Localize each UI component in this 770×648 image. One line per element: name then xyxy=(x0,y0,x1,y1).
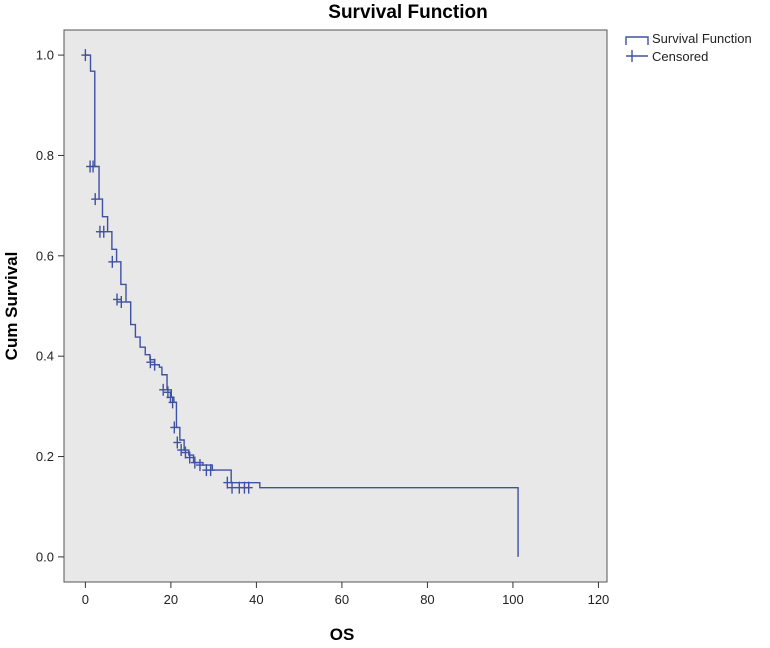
censored-mark xyxy=(206,464,215,477)
legend-label-censored: Censored xyxy=(652,49,708,64)
legend-step-icon xyxy=(625,36,649,45)
x-axis-label: OS xyxy=(330,625,355,644)
y-tick-label: 0.6 xyxy=(36,248,54,263)
censored-mark xyxy=(108,255,117,268)
x-tick-label: 0 xyxy=(82,592,89,607)
censored-mark xyxy=(185,451,194,464)
survival-function-line xyxy=(85,54,519,557)
censored-mark xyxy=(173,436,182,449)
y-axis-label: Cum Survival xyxy=(2,252,21,361)
censored-marks xyxy=(81,49,253,494)
censored-mark xyxy=(150,358,159,371)
y-tick-label: 0.8 xyxy=(36,148,54,163)
y-tick-label: 0.2 xyxy=(36,449,54,464)
censored-mark xyxy=(244,481,253,494)
y-tick-label: 1.0 xyxy=(36,48,54,63)
censored-mark xyxy=(81,49,90,62)
censored-mark xyxy=(181,446,190,459)
censored-mark xyxy=(195,459,204,472)
chart-title: Survival Function xyxy=(328,2,487,23)
x-tick-label: 20 xyxy=(164,592,178,607)
x-tick-label: 100 xyxy=(502,592,524,607)
y-tick-label: 0.4 xyxy=(36,349,54,364)
censored-mark xyxy=(99,225,108,238)
x-tick-label: 80 xyxy=(420,592,434,607)
censored-mark xyxy=(177,444,186,457)
censored-mark xyxy=(223,476,232,489)
x-tick-label: 60 xyxy=(335,592,349,607)
censored-mark xyxy=(89,160,98,173)
censored-mark xyxy=(228,481,237,494)
censored-mark xyxy=(170,421,179,434)
plot-area xyxy=(63,29,608,583)
y-tick-label: 0.0 xyxy=(36,549,54,564)
censored-mark xyxy=(113,293,122,306)
censored-mark xyxy=(159,383,168,396)
censored-mark xyxy=(117,295,126,308)
censored-mark xyxy=(146,356,155,369)
censored-mark xyxy=(168,396,177,409)
censored-mark xyxy=(190,456,199,469)
x-tick-label: 120 xyxy=(588,592,610,607)
legend-label-survival-function: Survival Function xyxy=(652,31,752,46)
x-axis-ticks: 0 20 40 60 80 100 120 xyxy=(82,582,610,607)
censored-mark xyxy=(91,193,100,206)
y-axis-ticks: 0.0 0.2 0.4 0.6 0.8 1.0 xyxy=(36,48,64,564)
legend: Survival Function Censored xyxy=(625,31,752,64)
x-tick-label: 40 xyxy=(249,592,263,607)
